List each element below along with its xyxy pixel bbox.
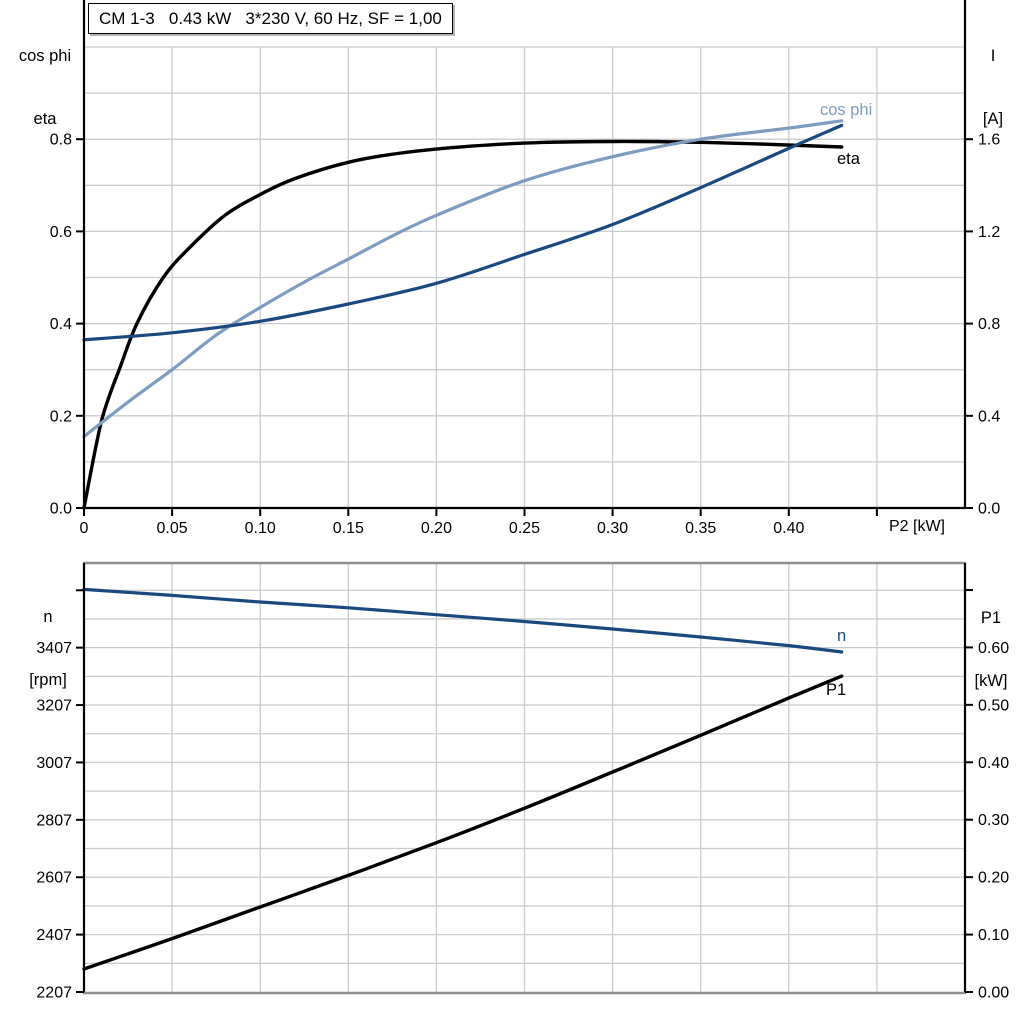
- right-tick-label: 0.40: [978, 755, 1009, 772]
- eta-curve: [82, 139, 844, 510]
- axis-header-line: P1: [980, 609, 1002, 627]
- x-tick-label: 0: [80, 520, 89, 537]
- cos-phi-curve-label: cos phi: [820, 101, 873, 119]
- right-tick-label: 0.00: [978, 985, 1009, 1002]
- axis-header-line: cos phi: [18, 47, 72, 65]
- left-tick-label: 2607: [36, 870, 72, 887]
- bottom-left-axis-header: n [rpm]: [14, 565, 82, 733]
- eta-curve-label: eta: [837, 150, 860, 168]
- left-tick-label: 0.4: [50, 316, 72, 333]
- bottom-right-axis-header: P1 [kW]: [960, 566, 1022, 734]
- right-tick-label: 0.4: [978, 408, 1000, 425]
- x-tick-label: 0.30: [597, 520, 628, 537]
- x-tick-label: 0.15: [333, 520, 364, 537]
- x-tick-label: 0.25: [509, 520, 540, 537]
- x-tick-label: 0.35: [685, 520, 716, 537]
- I-curve: [82, 123, 844, 342]
- left-tick-label: 0.2: [50, 408, 72, 425]
- left-tick-label: 0.6: [50, 224, 72, 241]
- x-tick-label: 0.20: [421, 520, 452, 537]
- top-left-axis-header: cos phi eta: [6, 4, 84, 172]
- P1-curve: [82, 674, 844, 971]
- n-curve: [82, 587, 844, 654]
- left-tick-label: 0.0: [50, 501, 72, 518]
- right-tick-label: 1.2: [978, 224, 1000, 241]
- axis-header-line: n: [43, 608, 53, 626]
- axis-header-line: [A]: [982, 110, 1004, 128]
- right-tick-label: 0.60: [978, 640, 1009, 657]
- chart-title-box: CM 1-3 0.43 kW 3*230 V, 60 Hz, SF = 1,00: [88, 3, 453, 34]
- right-tick-label: 0.8: [978, 316, 1000, 333]
- n-curve-label: n: [837, 627, 847, 645]
- left-tick-label: 2407: [36, 927, 72, 944]
- axis-header-line: I: [990, 47, 996, 65]
- left-tick-label: 3007: [36, 755, 72, 772]
- right-tick-label: 0.30: [978, 812, 1009, 829]
- right-tick-label: 0.20: [978, 870, 1009, 887]
- x-tick-label: 0.40: [773, 520, 804, 537]
- x-tick-label: 0.05: [157, 520, 188, 537]
- left-tick-label: 2207: [36, 985, 72, 1002]
- left-tick-label: 3407: [36, 640, 72, 657]
- p1-curve-label: P1: [826, 681, 847, 699]
- x-tick-label: 0.10: [245, 520, 276, 537]
- cos-phi-curve: [82, 119, 844, 439]
- left-tick-label: 0.8: [50, 132, 72, 149]
- axis-header-line: [kW]: [974, 672, 1008, 690]
- axis-header-line: [rpm]: [29, 671, 67, 689]
- right-tick-label: 0.0: [978, 501, 1000, 518]
- left-tick-label: 3207: [36, 698, 72, 715]
- right-tick-label: 0.10: [978, 927, 1009, 944]
- right-tick-label: 0.50: [978, 697, 1009, 714]
- x-axis-title: P2 [kW]: [888, 518, 945, 535]
- axis-header-line: eta: [33, 110, 57, 128]
- right-tick-label: 1.6: [978, 132, 1000, 149]
- left-tick-label: 2807: [36, 812, 72, 829]
- top-right-axis-header: I [A]: [964, 4, 1022, 172]
